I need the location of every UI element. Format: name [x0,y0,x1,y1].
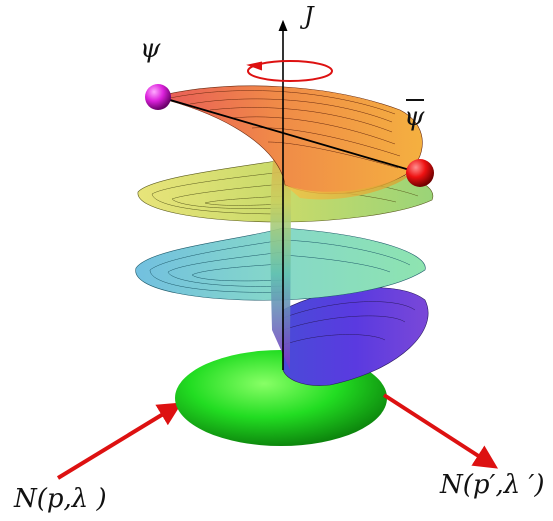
psi-label: ψ [140,34,161,64]
psibar-sphere [406,159,434,187]
incoming-nucleon-label: N(p,λ ) [14,484,107,514]
outgoing-arrow [382,393,499,469]
helicoid-turn-top [154,85,423,200]
rotation-indicator [246,60,333,82]
psibar-symbol: ψ [404,102,425,132]
outgoing-nucleon-label: N(p′,λ ′) [440,470,545,500]
psi-sphere [145,84,171,110]
helicoid-core [270,130,291,370]
incoming-arrow [56,402,183,480]
j-axis-label: J [304,2,314,30]
psibar-label: ψ [404,99,425,132]
psi-psibar-line [159,96,421,174]
helicoid-turn-bottom [282,287,429,386]
overline [406,99,424,101]
